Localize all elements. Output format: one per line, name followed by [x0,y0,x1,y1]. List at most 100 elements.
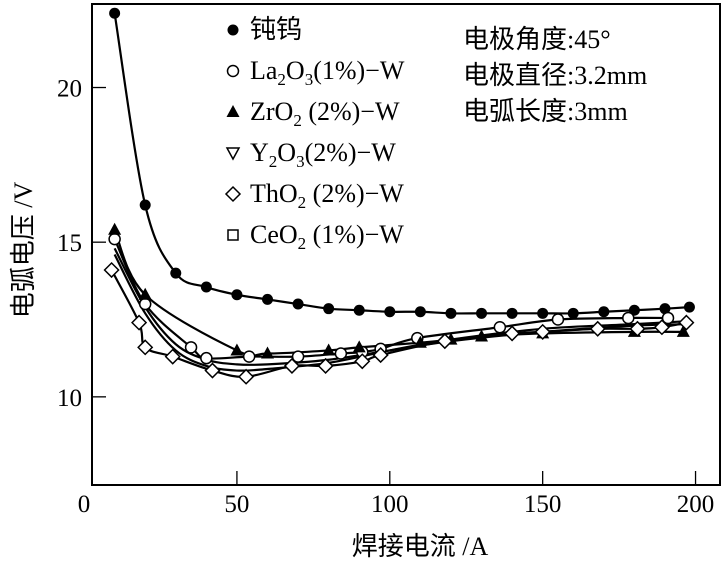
data-point-0 [476,307,488,319]
annotation-1: 电极直径:3.2mm [463,61,647,90]
series-curve-1 [113,238,669,360]
data-point-4 [204,362,221,379]
legend-text-part: 钝钨 [250,15,302,44]
legend-label-5: CeO2 (1%)−W [250,220,404,253]
data-point-0 [506,307,518,319]
data-point-2 [260,346,274,359]
data-point-0 [109,7,121,19]
data-point-1 [661,311,675,325]
data-point-0 [231,289,243,301]
legend-text-part: 3 [296,152,305,171]
legend-text-part: 2 [293,111,302,130]
data-point-4 [678,314,695,331]
data-point-4 [238,368,255,385]
data-point-1 [622,311,635,325]
legend-text-part: (2%)−W [302,97,400,126]
data-point-0 [567,307,579,319]
series-curve-5 [113,254,690,372]
data-point-0 [414,306,426,318]
data-point-0 [170,267,182,279]
data-point-1 [291,350,305,363]
legend-text-part: La [250,56,278,85]
data-point-1 [551,313,565,326]
legend-label-4: ThO2 (2%)−W [250,179,404,212]
data-point-0 [537,307,549,319]
data-point-4 [137,339,154,356]
legend-marker-3 [225,147,241,161]
y-tick-label: 15 [57,230,82,257]
data-point-0 [292,298,304,310]
legend-text-part: 2 [277,70,286,89]
data-point-1 [108,232,121,246]
data-point-1 [493,320,507,334]
x-tick-label: 200 [677,491,715,518]
legend-label-3: Y2O3(2%)−W [250,138,396,171]
data-point-2 [108,222,122,235]
legend-text-part: (2%)−W [306,179,404,208]
series-markers [103,7,695,385]
legend-text-part: O [277,138,296,167]
legend-label-2: ZrO2 (2%)−W [250,97,400,130]
x-tick-label: 100 [371,491,409,518]
data-point-4 [164,348,181,365]
data-point-4 [629,320,646,337]
data-point-4 [372,347,389,364]
annotation-2: 电弧长度:3mm [463,97,628,126]
data-point-2 [230,343,244,356]
legend-marker-5 [227,229,239,241]
data-point-2 [352,340,366,353]
x-tick-label: 0 [78,491,91,518]
annotations: 电极角度:45° 电极直径:3.2mm 电弧长度:3mm [463,25,647,126]
data-point-4 [103,261,120,279]
x-axis-label: 焊接电流 /A [352,532,489,561]
legend-text-part: Y [250,138,269,167]
annotation-0: 电极角度:45° [463,25,611,54]
legend-text-part: (1%)−W [313,56,405,85]
axes: 0 50 100 150 200 10 15 20 [57,3,721,518]
legend-text-part: O [286,56,305,85]
data-point-4 [504,325,521,342]
data-point-1 [184,341,198,354]
legend-text-part: (1%)−W [306,220,404,249]
data-point-4 [436,333,453,350]
legend-text-part: (2%)−W [305,138,397,167]
data-point-2 [322,343,336,356]
data-point-0 [323,303,335,315]
legend-text-part: ZrO [250,97,293,126]
data-point-4 [317,357,334,374]
legend-text-part: ThO [250,179,298,208]
x-tick-label: 150 [524,491,562,518]
y-tick-label: 20 [57,76,82,103]
data-point-0 [683,301,695,313]
legend-label-0: 钝钨 [250,15,302,44]
y-tick-label: 10 [57,385,82,412]
data-point-4 [354,353,371,370]
data-point-2 [138,287,152,300]
data-point-4 [653,319,670,336]
data-point-1 [200,351,213,365]
data-point-0 [598,306,610,318]
data-point-0 [353,304,365,316]
data-point-1 [334,347,348,360]
data-point-4 [131,314,148,331]
y-axis-label: 电弧电压 /V [9,182,38,319]
data-point-0 [261,293,273,305]
legend-marker-1 [226,64,240,78]
data-point-0 [659,303,671,315]
data-point-2 [413,335,427,348]
legend-text-part: 2 [298,193,307,212]
data-point-2 [475,329,489,342]
legend-marker-2 [226,105,240,117]
plot-frame [91,3,721,486]
legend-text-part: 2 [269,152,278,171]
data-point-0 [445,307,457,319]
data-point-0 [384,306,396,318]
data-point-4 [589,320,606,337]
legend-label-1: La2O3(1%)−W [250,56,405,89]
data-point-4 [534,323,551,340]
data-point-0 [200,281,212,293]
data-point-1 [138,297,152,311]
legend-marker-4 [224,185,242,203]
